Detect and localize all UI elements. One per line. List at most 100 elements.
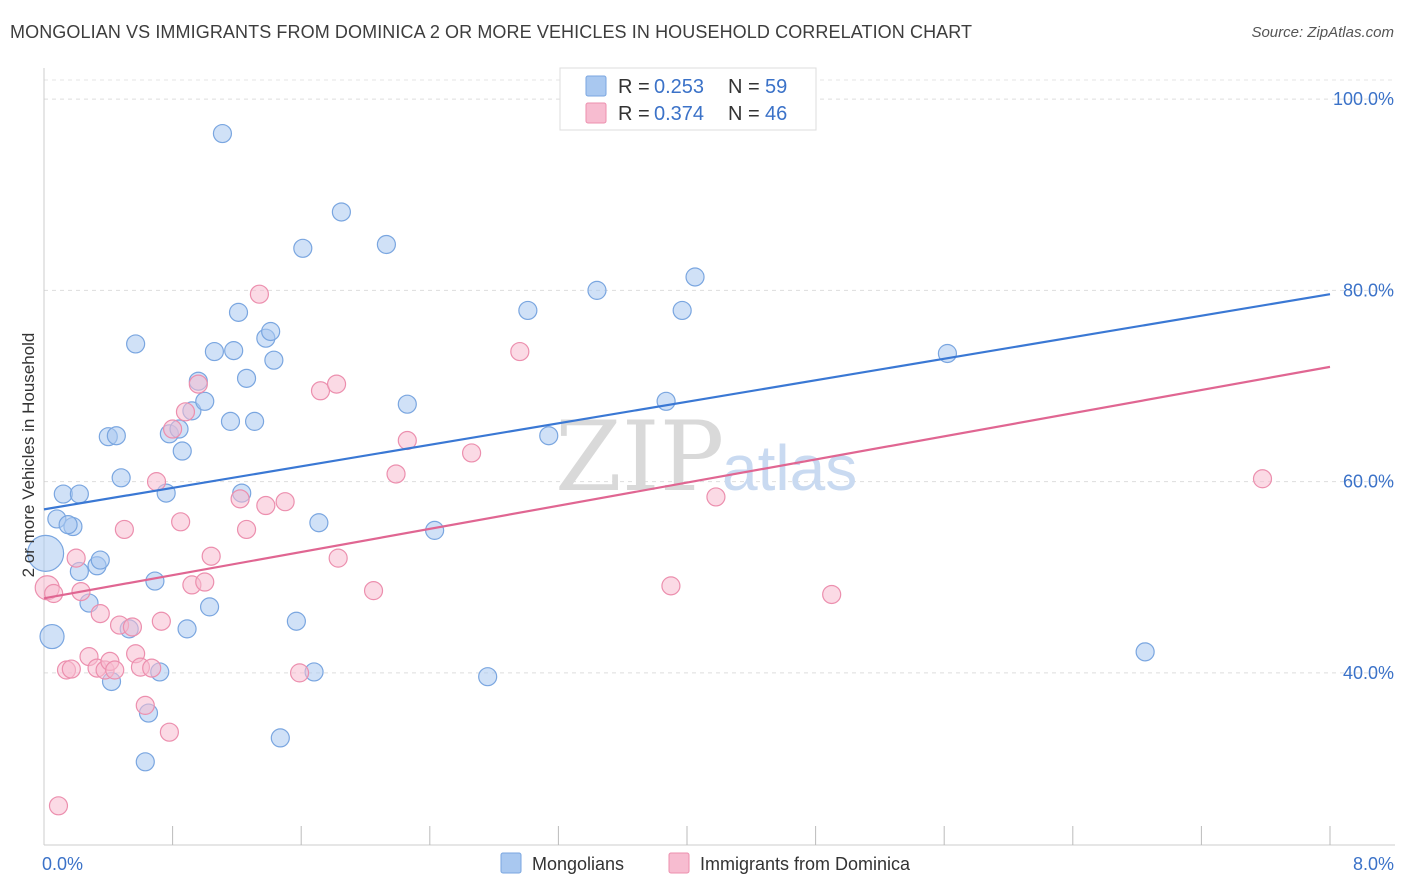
point-mongolians: [244, 411, 265, 431]
stats-n-value-2: 46: [765, 103, 787, 125]
x-tick-label: 0.0%: [42, 854, 83, 874]
point-mongolians: [685, 267, 705, 287]
point-dominica: [661, 576, 681, 596]
point-mongolians: [539, 426, 559, 446]
stats-swatch-dominica: [585, 102, 607, 124]
point-mongolians: [587, 280, 607, 300]
point-dominica: [105, 660, 125, 680]
point-mongolians: [220, 411, 241, 431]
point-dominica: [44, 583, 64, 604]
point-mongolians: [672, 300, 692, 321]
stats-n-label-2: N =: [728, 103, 760, 125]
point-mongolians: [228, 302, 249, 322]
point-dominica: [706, 487, 726, 507]
bottom-legend: Mongolians Immigrants from Dominica: [500, 852, 911, 874]
point-dominica: [142, 658, 162, 678]
y-tick-label: 40.0%: [1343, 663, 1394, 683]
chart-title: MONGOLIAN VS IMMIGRANTS FROM DOMINICA 2 …: [10, 22, 973, 42]
point-mongolians: [69, 484, 89, 504]
point-dominica: [159, 722, 179, 742]
point-dominica: [510, 341, 530, 362]
point-dominica: [289, 663, 310, 683]
point-dominica: [326, 374, 347, 394]
y-tick-label: 60.0%: [1343, 472, 1394, 492]
point-mongolians: [1135, 642, 1155, 662]
trendline-mongolians: [43, 293, 1331, 511]
point-mongolians: [286, 611, 306, 631]
stats-r-label-1: R =: [618, 76, 650, 98]
legend-swatch-dominica: [668, 852, 690, 874]
point-mongolians: [135, 752, 155, 772]
source-credit: Source: ZipAtlas.com: [1251, 24, 1394, 41]
stats-r-value-1: 0.253: [654, 76, 704, 98]
point-dominica: [386, 464, 406, 484]
point-dominica: [66, 548, 86, 568]
point-dominica: [122, 617, 143, 637]
point-mongolians: [264, 350, 284, 370]
y-tick-label: 100.0%: [1333, 89, 1394, 109]
point-mongolians: [27, 534, 65, 572]
point-mongolians: [53, 484, 73, 504]
stats-n-label-1: N =: [728, 76, 760, 98]
stats-swatch-mongolians: [585, 75, 607, 97]
watermark-atlas: atlas: [722, 432, 857, 504]
point-mongolians: [293, 238, 313, 258]
y-tick-label: 80.0%: [1343, 280, 1394, 300]
point-dominica: [230, 489, 250, 509]
point-mongolians: [177, 619, 197, 639]
tick-labels: 40.0% 60.0% 80.0% 100.0% 0.0% 8.0%: [42, 89, 1394, 874]
point-dominica: [256, 495, 276, 516]
point-mongolians: [204, 341, 224, 362]
point-mongolians: [425, 520, 445, 540]
point-mongolians: [309, 513, 329, 533]
point-mongolians: [145, 571, 165, 591]
point-dominica: [188, 374, 208, 394]
point-mongolians: [656, 391, 676, 411]
point-dominica: [328, 548, 348, 568]
legend-label-dominica: Immigrants from Dominica: [700, 854, 911, 874]
point-mongolians: [212, 123, 233, 144]
stats-r-value-2: 0.374: [654, 103, 704, 125]
point-dominica: [310, 381, 331, 401]
trendline-dominica: [43, 365, 1331, 600]
point-dominica: [1252, 469, 1273, 489]
point-dominica: [363, 581, 384, 601]
y-axis-label: 2 or more Vehicles in Household: [19, 333, 38, 578]
point-mongolians: [376, 234, 396, 255]
point-mongolians: [224, 341, 244, 361]
stats-n-value-1: 59: [765, 76, 787, 98]
point-dominica: [135, 695, 155, 715]
point-dominica: [275, 492, 295, 512]
axes: [43, 68, 1395, 846]
point-mongolians: [58, 515, 78, 535]
legend-label-mongolians: Mongolians: [532, 854, 624, 874]
point-mongolians: [195, 391, 215, 411]
point-dominica: [163, 419, 183, 439]
point-dominica: [146, 472, 167, 492]
point-mongolians: [126, 334, 146, 354]
point-dominica: [61, 659, 81, 679]
point-dominica: [48, 796, 69, 816]
point-dominica: [171, 512, 191, 532]
point-mongolians: [106, 426, 126, 446]
point-mongolians: [111, 468, 131, 488]
watermark-zip: ZIP: [555, 401, 724, 513]
point-mongolians: [90, 550, 110, 570]
point-dominica: [201, 546, 221, 566]
point-mongolians: [199, 597, 220, 617]
stats-r-label-2: R =: [618, 103, 650, 125]
stats-legend-box: R = 0.253 N = 59 R = 0.374 N = 46: [559, 67, 817, 131]
point-dominica: [114, 519, 134, 540]
point-mongolians: [39, 623, 65, 650]
point-dominica: [90, 603, 110, 624]
point-dominica: [175, 402, 196, 422]
legend-swatch-mongolians: [500, 852, 522, 874]
point-dominica: [822, 584, 842, 605]
point-dominica: [151, 611, 171, 631]
x-tick-label: 8.0%: [1353, 854, 1394, 874]
point-mongolians: [236, 368, 257, 388]
point-mongolians: [261, 321, 281, 342]
point-mongolians: [397, 394, 417, 414]
point-mongolians: [518, 300, 538, 321]
